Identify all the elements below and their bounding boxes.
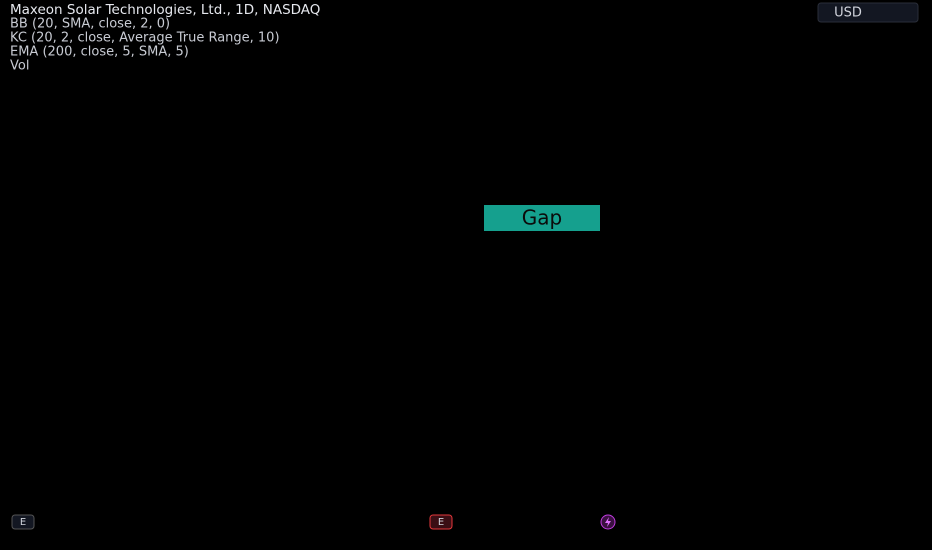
annotation: Gap [522,206,562,230]
legend-item: KC (20, 2, close, Average True Range, 10… [10,31,280,46]
lightning-glyph [605,517,611,527]
chart-title: Maxeon Solar Technologies, Ltd., 1D, NAS… [10,2,320,18]
event-box[interactable] [429,514,453,530]
currency[interactable]: USD [834,6,862,21]
event-box[interactable] [11,514,35,530]
currency-button[interactable] [817,2,919,23]
legend-item: BB (20, SMA, close, 2, 0) [10,17,170,32]
event[interactable]: E [438,517,444,528]
annotation-box [484,205,600,231]
event[interactable]: E [20,517,26,528]
legend-item: Vol [10,59,29,74]
legend-item: EMA (200, close, 5, SMA, 5) [10,45,189,60]
